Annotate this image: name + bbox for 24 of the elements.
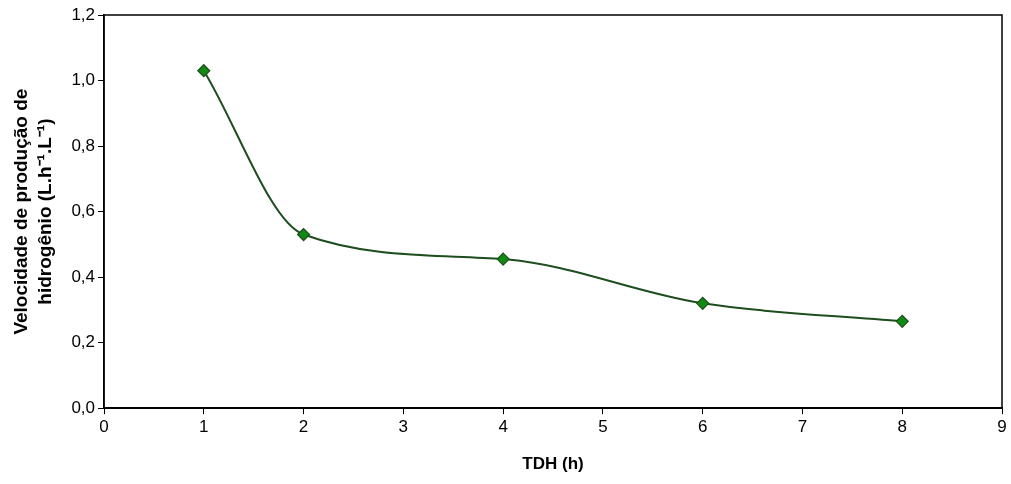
x-tick-label: 8 xyxy=(897,417,907,437)
y-axis-title: Velocidade de produção de hidrogênio (L.h⁻¹.L⁻¹) xyxy=(9,88,56,335)
x-tick-label: 7 xyxy=(797,417,808,437)
point xyxy=(895,314,909,328)
x-tick-label: 2 xyxy=(298,417,309,437)
y-tick-label: 1,2 xyxy=(71,4,96,24)
x-tick-label: 1 xyxy=(199,417,209,437)
point xyxy=(296,227,311,242)
x-tick-label: 6 xyxy=(697,417,708,437)
y-tick-label: 0,0 xyxy=(71,397,96,417)
y-tick-label: 1,0 xyxy=(71,70,96,90)
x-tick-label: 4 xyxy=(498,417,508,437)
y-tick-label: 0,8 xyxy=(71,135,96,155)
y-tick-label: 0,6 xyxy=(71,201,96,221)
y-tick-label: 0,2 xyxy=(71,332,96,352)
x-tick-label: 3 xyxy=(398,417,409,437)
y-tick-label: 0,4 xyxy=(71,266,96,286)
x-tick-label: 9 xyxy=(997,417,1007,437)
point xyxy=(696,296,710,310)
x-axis-title: TDH (h) xyxy=(522,454,584,474)
x-tick-label: 0 xyxy=(99,417,109,437)
point xyxy=(496,252,510,266)
point xyxy=(197,64,211,78)
x-tick-label: 5 xyxy=(598,417,608,437)
